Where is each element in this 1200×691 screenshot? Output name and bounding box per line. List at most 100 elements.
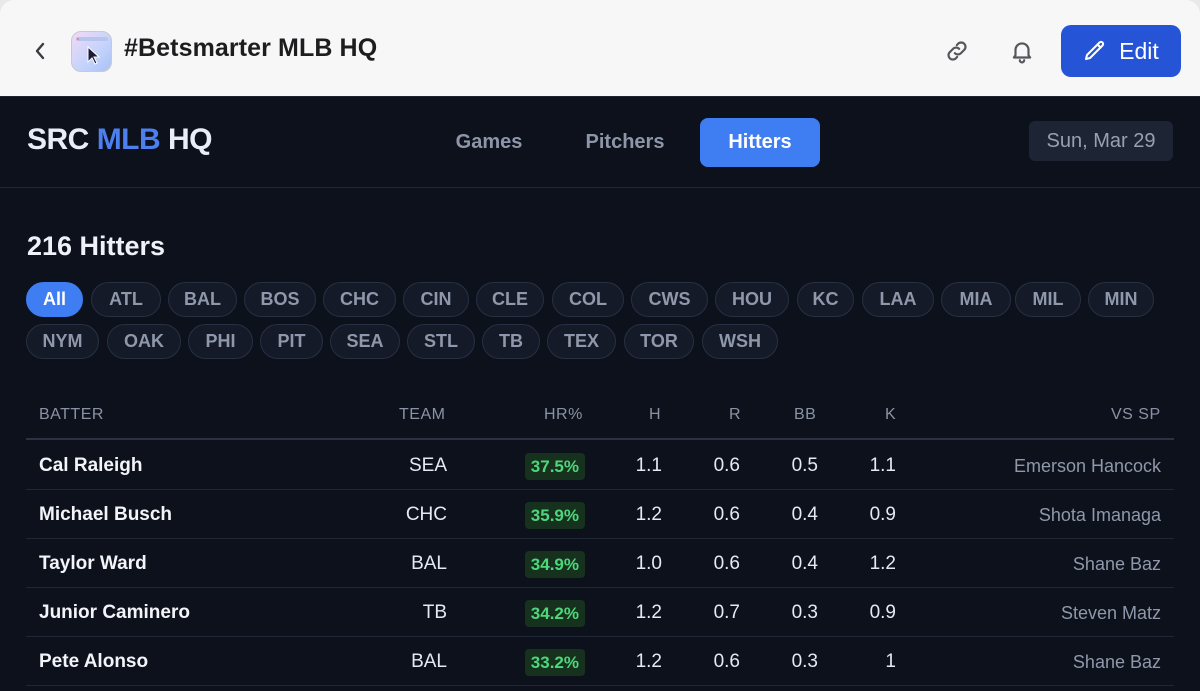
hits-cell: 1.0 bbox=[635, 553, 662, 574]
runs-cell: 0.6 bbox=[713, 504, 740, 525]
strikeouts-cell: 0.9 bbox=[869, 504, 896, 525]
walks-cell: 0.4 bbox=[791, 504, 818, 525]
back-button[interactable] bbox=[28, 36, 52, 66]
column-header-batter[interactable]: BATTER bbox=[39, 406, 104, 423]
vs-starting-pitcher: Steven Matz bbox=[1060, 603, 1161, 623]
team-chip[interactable]: SEA bbox=[330, 324, 400, 359]
team-chip[interactable]: TOR bbox=[624, 324, 694, 359]
team-chip[interactable]: LAA bbox=[862, 282, 934, 317]
hr-percent-badge: 34.9% bbox=[524, 551, 585, 578]
team-chip[interactable]: COL bbox=[552, 282, 624, 317]
vs-starting-pitcher: Shane Baz bbox=[1072, 652, 1161, 672]
table-row[interactable]: Taylor Ward BAL 34.9% 1.0 0.6 0.4 1.2 Sh… bbox=[26, 539, 1174, 588]
page-title: 216 Hitters bbox=[27, 231, 166, 261]
walks-cell: 0.5 bbox=[791, 455, 818, 476]
hits-cell: 1.1 bbox=[635, 455, 662, 476]
team-chip[interactable]: BOS bbox=[244, 282, 316, 317]
team-chip[interactable]: WSH bbox=[702, 324, 778, 359]
edit-button[interactable]: Edit bbox=[1061, 25, 1181, 77]
team-chip-all[interactable]: All bbox=[26, 282, 83, 317]
date-selector[interactable]: Sun, Mar 29 bbox=[1029, 121, 1173, 161]
table-row[interactable]: Pete Alonso BAL 33.2% 1.2 0.6 0.3 1 Shan… bbox=[26, 637, 1174, 686]
hits-cell: 1.2 bbox=[635, 602, 662, 623]
strikeouts-cell: 1 bbox=[885, 651, 896, 672]
cursor-icon bbox=[87, 46, 101, 65]
tab-games[interactable]: Games bbox=[455, 131, 523, 153]
team-chip[interactable]: NYM bbox=[26, 324, 99, 359]
team-chip[interactable]: KC bbox=[797, 282, 854, 317]
tab-pitchers[interactable]: Pitchers bbox=[585, 131, 665, 153]
link-icon bbox=[947, 41, 967, 61]
team-chip[interactable]: PIT bbox=[260, 324, 323, 359]
table-row[interactable]: Michael Busch CHC 35.9% 1.2 0.6 0.4 0.9 … bbox=[26, 490, 1174, 539]
hits-cell: 1.2 bbox=[635, 651, 662, 672]
team-chip[interactable]: MIN bbox=[1088, 282, 1154, 317]
column-header-vs-sp[interactable]: VS SP bbox=[1111, 406, 1161, 423]
batter-name[interactable]: Junior Caminero bbox=[39, 602, 190, 623]
app-icon bbox=[71, 31, 112, 72]
column-header-hr[interactable]: HR% bbox=[544, 406, 583, 423]
runs-cell: 0.7 bbox=[713, 602, 740, 623]
walks-cell: 0.4 bbox=[791, 553, 818, 574]
brand-accent: MLB bbox=[96, 123, 161, 156]
app-header: SRC MLB HQ Games Pitchers Hitters Sun, M… bbox=[0, 97, 1200, 188]
brand-prefix: SRC bbox=[27, 123, 89, 156]
team-cell: SEA bbox=[408, 455, 447, 476]
hr-percent-badge: 37.5% bbox=[524, 453, 585, 480]
team-chip[interactable]: CLE bbox=[476, 282, 544, 317]
pencil-icon bbox=[1085, 40, 1105, 60]
walks-cell: 0.3 bbox=[791, 651, 818, 672]
notifications-button[interactable] bbox=[1007, 36, 1037, 66]
team-chip[interactable]: ATL bbox=[91, 282, 161, 317]
walks-cell: 0.3 bbox=[791, 602, 818, 623]
team-chip[interactable]: TB bbox=[482, 324, 540, 359]
vs-starting-pitcher: Emerson Hancock bbox=[1013, 456, 1161, 476]
batter-name[interactable]: Michael Busch bbox=[39, 504, 173, 525]
column-header-k[interactable]: K bbox=[885, 406, 897, 423]
team-chip[interactable]: MIA bbox=[941, 282, 1011, 317]
batter-name[interactable]: Pete Alonso bbox=[39, 651, 149, 672]
strikeouts-cell: 1.2 bbox=[869, 553, 896, 574]
runs-cell: 0.6 bbox=[713, 651, 740, 672]
brand-suffix: HQ bbox=[168, 123, 213, 156]
team-chip[interactable]: CIN bbox=[403, 282, 469, 317]
batter-name[interactable]: Cal Raleigh bbox=[39, 455, 143, 476]
strikeouts-cell: 0.9 bbox=[869, 602, 896, 623]
hits-cell: 1.2 bbox=[635, 504, 662, 525]
team-cell: BAL bbox=[411, 553, 447, 574]
edit-button-label: Edit bbox=[1119, 37, 1159, 64]
team-chip[interactable]: HOU bbox=[715, 282, 789, 317]
team-chip[interactable]: CWS bbox=[631, 282, 708, 317]
team-cell: TB bbox=[422, 602, 447, 623]
team-cell: BAL bbox=[411, 651, 447, 672]
column-header-h[interactable]: H bbox=[649, 406, 662, 423]
team-chip[interactable]: OAK bbox=[107, 324, 181, 359]
link-button[interactable] bbox=[942, 36, 972, 66]
team-chip[interactable]: BAL bbox=[168, 282, 237, 317]
tab-hitters[interactable]: Hitters bbox=[700, 118, 820, 167]
team-chip[interactable]: STL bbox=[407, 324, 475, 359]
runs-cell: 0.6 bbox=[713, 455, 740, 476]
table-row[interactable]: Cal Raleigh SEA 37.5% 1.1 0.6 0.5 1.1 Em… bbox=[26, 441, 1174, 490]
brand-logo[interactable]: SRC MLB HQ bbox=[27, 123, 213, 157]
team-chip[interactable]: PHI bbox=[188, 324, 253, 359]
hr-percent-badge: 34.2% bbox=[524, 600, 585, 627]
team-chip[interactable]: MIL bbox=[1015, 282, 1081, 317]
column-header-r[interactable]: R bbox=[729, 406, 742, 423]
hr-percent-badge: 33.2% bbox=[524, 649, 585, 676]
column-header-bb[interactable]: BB bbox=[794, 406, 817, 423]
batter-name[interactable]: Taylor Ward bbox=[39, 553, 147, 574]
window-title: #Betsmarter MLB HQ bbox=[124, 34, 378, 62]
team-chip[interactable]: CHC bbox=[323, 282, 396, 317]
team-cell: CHC bbox=[405, 504, 447, 525]
chevron-left-icon bbox=[35, 42, 45, 60]
table-header: BATTER TEAM HR% H R BB K VS SP bbox=[26, 390, 1174, 440]
strikeouts-cell: 1.1 bbox=[869, 455, 896, 476]
bell-icon bbox=[1012, 42, 1032, 64]
column-header-team[interactable]: TEAM bbox=[399, 406, 446, 423]
table-row[interactable]: Junior Caminero TB 34.2% 1.2 0.7 0.3 0.9… bbox=[26, 588, 1174, 637]
team-chip[interactable]: TEX bbox=[547, 324, 616, 359]
runs-cell: 0.6 bbox=[713, 553, 740, 574]
window-toolbar: #Betsmarter MLB HQ Edit bbox=[0, 0, 1200, 97]
vs-starting-pitcher: Shota Imanaga bbox=[1038, 505, 1161, 525]
